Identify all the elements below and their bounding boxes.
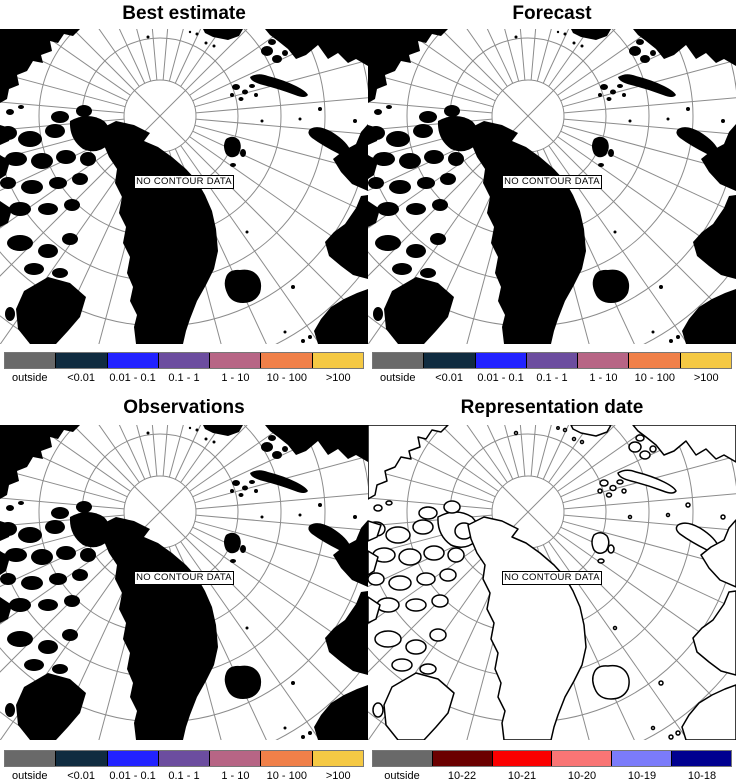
map-best-estimate: NO CONTOUR DATA (0, 29, 368, 344)
colorbar-swatches (372, 750, 732, 767)
colorbar-segment (209, 751, 261, 766)
no-contour-data-label: NO CONTOUR DATA (502, 175, 602, 189)
colorbar-swatches (4, 352, 364, 369)
colorbar-segment-label: 1 - 10 (589, 372, 618, 384)
colorbar-date: outside 10-22 10-21 10-20 10-19 10-18 (372, 750, 732, 782)
colorbar-segment (55, 751, 107, 766)
colorbar-segment-label: 10-20 (567, 770, 597, 782)
no-contour-data-label: NO CONTOUR DATA (502, 571, 602, 585)
colorbar-segment (671, 751, 731, 766)
colorbar-probability: outside <0.01 0.01 - 0.1 0.1 - 1 1 - 10 10 - … (4, 750, 364, 782)
colorbar-swatches (372, 352, 732, 369)
colorbar-segment (577, 353, 629, 368)
panel-title: Forecast (512, 3, 592, 24)
panel-observations: Observations NO CONTOUR DATA outside <0.0… (0, 390, 368, 782)
colorbar-segment-label: 10-18 (687, 770, 717, 782)
colorbar-segment (157, 751, 210, 766)
panel-title: Representation date (460, 397, 644, 418)
colorbar-probability: outside <0.01 0.01 - 0.1 0.1 - 1 1 - 10 10 - … (372, 352, 732, 384)
colorbar-probability: outside <0.01 0.01 - 0.1 0.1 - 1 1 - 10 10 - … (4, 352, 364, 384)
map-representation-date: NO CONTOUR DATA (368, 425, 736, 740)
colorbar-segment (611, 751, 672, 766)
colorbar-segment-label: 10 - 100 (266, 770, 307, 782)
colorbar-segment-label: outside (379, 372, 416, 384)
colorbar-segment (551, 751, 612, 766)
colorbar-segment-label: <0.01 (67, 372, 96, 384)
colorbar-segment-label: 0.01 - 0.1 (477, 372, 524, 384)
colorbar-labels: outside <0.01 0.01 - 0.1 0.1 - 1 1 - 10 10 - … (372, 372, 732, 384)
colorbar-segment-label: 0.01 - 0.1 (109, 770, 156, 782)
colorbar-segment-label: 10 - 100 (634, 372, 675, 384)
colorbar-segment-label: 1 - 10 (221, 770, 250, 782)
colorbar-segment (106, 751, 158, 766)
colorbar-segment-label: outside (384, 770, 420, 782)
colorbar-labels: outside <0.01 0.01 - 0.1 0.1 - 1 1 - 10 10 - … (4, 770, 364, 782)
map-forecast: NO CONTOUR DATA (368, 29, 736, 344)
colorbar-labels: outside <0.01 0.01 - 0.1 0.1 - 1 1 - 10 10 - … (4, 372, 364, 384)
colorbar-segment-label: <0.01 (435, 372, 464, 384)
colorbar-segment (209, 353, 261, 368)
colorbar-segment-label: 0.1 - 1 (536, 372, 568, 384)
colorbar-labels: outside 10-22 10-21 10-20 10-19 10-18 (372, 770, 732, 782)
colorbar-segment (373, 751, 432, 766)
colorbar-segment (628, 353, 680, 368)
colorbar-segment-label: 10-19 (627, 770, 657, 782)
colorbar-segment (311, 751, 363, 766)
polar-map-canvas (368, 425, 736, 740)
panel-title: Observations (123, 397, 245, 418)
colorbar-segment (106, 353, 158, 368)
colorbar-segment (260, 751, 312, 766)
colorbar-swatches (4, 750, 364, 767)
colorbar-segment-label: 10 - 100 (266, 372, 307, 384)
colorbar-segment-label: 1 - 10 (221, 372, 250, 384)
colorbar-segment-label: outside (11, 372, 48, 384)
colorbar-segment-label: 0.1 - 1 (168, 770, 200, 782)
map-observations: NO CONTOUR DATA (0, 425, 368, 740)
colorbar-segment (474, 353, 526, 368)
colorbar-segment (260, 353, 312, 368)
colorbar-segment-label: 10-21 (507, 770, 537, 782)
colorbar-segment-label: 0.01 - 0.1 (109, 372, 156, 384)
colorbar-segment (311, 353, 363, 368)
colorbar-segment-label: <0.01 (67, 770, 96, 782)
colorbar-segment (679, 353, 731, 368)
colorbar-segment-label: >100 (325, 770, 351, 782)
colorbar-segment (5, 353, 56, 368)
colorbar-segment (491, 751, 552, 766)
colorbar-segment (55, 353, 107, 368)
colorbar-segment (525, 353, 578, 368)
colorbar-segment-label: outside (11, 770, 48, 782)
no-contour-data-label: NO CONTOUR DATA (134, 571, 234, 585)
panel-best-estimate: Best estimate NO CONTOUR DATA outside <0.… (0, 0, 368, 384)
colorbar-segment-label: >100 (325, 372, 351, 384)
colorbar-segment-label: 0.1 - 1 (168, 372, 200, 384)
no-contour-data-label: NO CONTOUR DATA (134, 175, 234, 189)
panel-title: Best estimate (122, 3, 246, 24)
panel-representation-date: Representation date NO CONTOUR DATA outs… (368, 390, 736, 782)
colorbar-segment (423, 353, 475, 368)
colorbar-segment-label: 10-22 (447, 770, 477, 782)
colorbar-segment-label: >100 (693, 372, 719, 384)
colorbar-segment (157, 353, 210, 368)
colorbar-segment (5, 751, 56, 766)
colorbar-segment (373, 353, 424, 368)
polar-map-canvas (368, 29, 736, 344)
polar-map-canvas (0, 29, 368, 344)
colorbar-segment (431, 751, 492, 766)
panel-forecast: Forecast NO CONTOUR DATA outside <0.01 0.0… (368, 0, 736, 384)
polar-map-canvas (0, 425, 368, 740)
